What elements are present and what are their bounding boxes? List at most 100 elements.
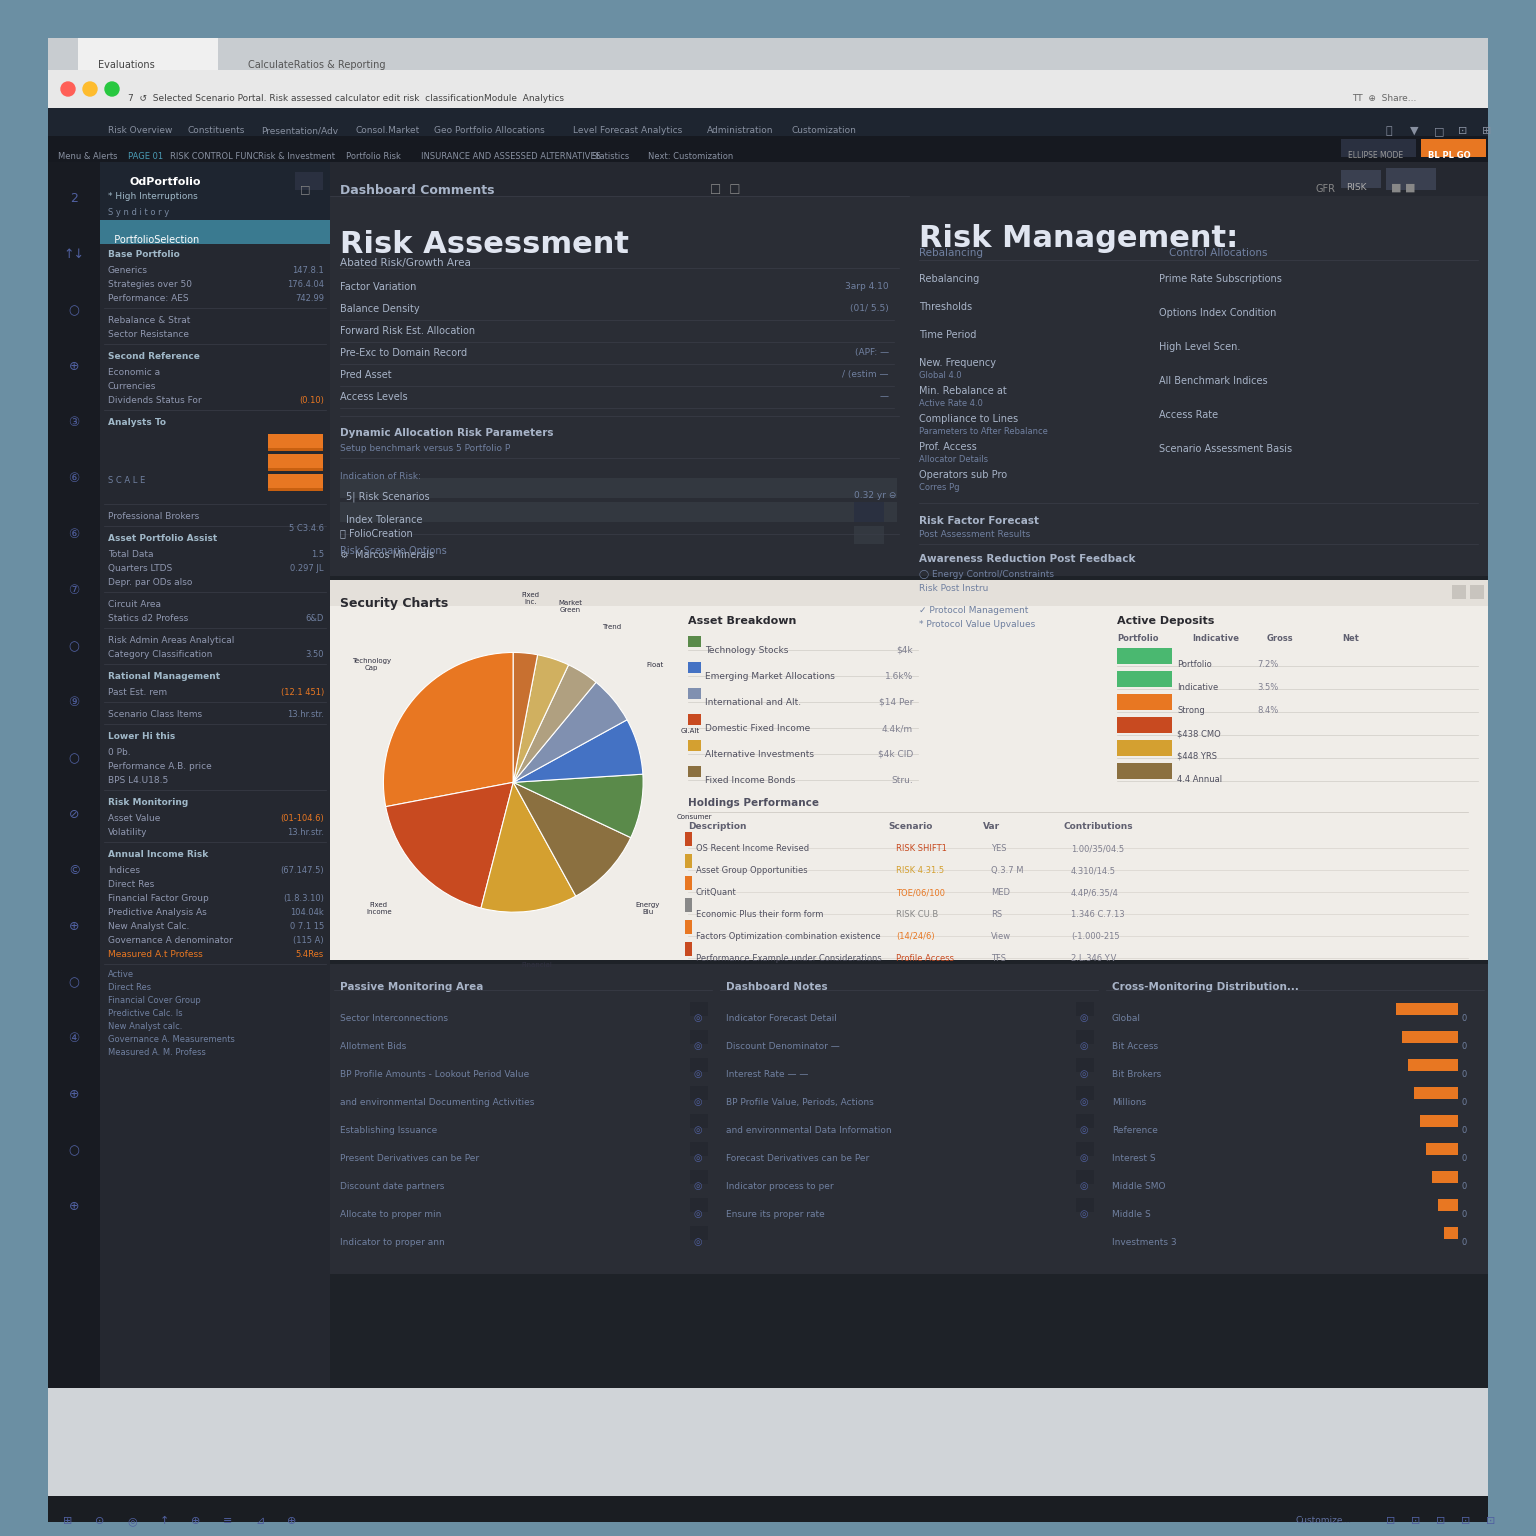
Text: 0.32 yr ⊖: 0.32 yr ⊖ bbox=[854, 492, 897, 501]
Bar bbox=[1077, 1114, 1094, 1127]
Text: 1.6k%: 1.6k% bbox=[885, 673, 912, 680]
Text: □: □ bbox=[300, 184, 310, 194]
Text: Measured A.t Profess: Measured A.t Profess bbox=[108, 949, 203, 958]
Text: and environmental Documenting Activities: and environmental Documenting Activities bbox=[339, 1098, 535, 1107]
Text: ↑↓: ↑↓ bbox=[63, 247, 84, 261]
Wedge shape bbox=[513, 653, 538, 782]
Text: Customization: Customization bbox=[791, 126, 856, 135]
Text: ✓ Protocol Management: ✓ Protocol Management bbox=[919, 607, 1029, 614]
Text: PAGE 01: PAGE 01 bbox=[127, 152, 163, 161]
Text: (12.1 451): (12.1 451) bbox=[281, 688, 324, 697]
Text: Risk Management:: Risk Management: bbox=[919, 224, 1238, 253]
Text: (-1.000-215: (-1.000-215 bbox=[1071, 932, 1120, 942]
Text: Statistics: Statistics bbox=[591, 152, 630, 161]
Text: ③: ③ bbox=[69, 416, 80, 429]
Bar bbox=[1415, 1087, 1458, 1098]
Wedge shape bbox=[386, 782, 513, 908]
Text: ◎: ◎ bbox=[694, 1209, 702, 1220]
Text: Allotment Bids: Allotment Bids bbox=[339, 1041, 406, 1051]
Text: 2.L.346 Y.V: 2.L.346 Y.V bbox=[1071, 954, 1117, 963]
Bar bbox=[690, 1226, 708, 1240]
Text: 5| Risk Scenarios: 5| Risk Scenarios bbox=[346, 492, 430, 501]
Bar bbox=[267, 449, 323, 452]
Bar bbox=[1419, 1115, 1458, 1127]
Text: 4.310/14.5: 4.310/14.5 bbox=[1071, 866, 1117, 876]
Text: 0: 0 bbox=[1462, 1154, 1467, 1163]
Text: ◎: ◎ bbox=[694, 1014, 702, 1023]
Text: 5.4Res: 5.4Res bbox=[296, 949, 324, 958]
Text: Alternative Investments: Alternative Investments bbox=[705, 750, 814, 759]
Text: 4.4P/6.35/4: 4.4P/6.35/4 bbox=[1071, 888, 1118, 897]
Bar bbox=[690, 1001, 708, 1015]
Text: Active: Active bbox=[108, 971, 134, 978]
Text: Performance: AES: Performance: AES bbox=[108, 293, 189, 303]
Text: RS: RS bbox=[991, 909, 1001, 919]
Text: Past Est. rem: Past Est. rem bbox=[108, 688, 167, 697]
Text: OdPortfolio: OdPortfolio bbox=[131, 177, 201, 187]
Text: Direct Res: Direct Res bbox=[108, 983, 151, 992]
Text: Millions: Millions bbox=[1112, 1098, 1146, 1107]
Text: International and Alt.: International and Alt. bbox=[705, 697, 802, 707]
Bar bbox=[1117, 648, 1172, 664]
Text: Indicator Forecast Detail: Indicator Forecast Detail bbox=[727, 1014, 837, 1023]
Text: Economic a: Economic a bbox=[108, 369, 160, 376]
Bar bbox=[330, 581, 1488, 960]
Text: ⊡: ⊡ bbox=[1461, 1516, 1470, 1525]
Text: Performance Example under Considerations: Performance Example under Considerations bbox=[696, 954, 882, 963]
Text: Setup benchmark versus 5 Portfolio P: Setup benchmark versus 5 Portfolio P bbox=[339, 444, 510, 453]
Bar bbox=[1117, 694, 1172, 710]
Text: ④: ④ bbox=[69, 1032, 80, 1044]
Text: OS Recent Income Revised: OS Recent Income Revised bbox=[696, 843, 809, 852]
Text: MED: MED bbox=[991, 888, 1011, 897]
Text: Global 4.0: Global 4.0 bbox=[919, 372, 962, 379]
Bar bbox=[690, 1198, 708, 1212]
Text: TFS: TFS bbox=[991, 954, 1006, 963]
Bar bbox=[267, 455, 323, 470]
Bar bbox=[1409, 1058, 1458, 1071]
Text: 5 C3.4.6: 5 C3.4.6 bbox=[289, 524, 324, 533]
Text: * High Interruptions: * High Interruptions bbox=[108, 192, 198, 201]
Circle shape bbox=[104, 81, 118, 95]
Bar bbox=[1077, 1031, 1094, 1044]
Text: 0: 0 bbox=[1462, 1183, 1467, 1190]
Text: ⊡: ⊡ bbox=[1458, 126, 1467, 137]
Text: Predictive Analysis As: Predictive Analysis As bbox=[108, 908, 207, 917]
Text: 0 Pb.: 0 Pb. bbox=[108, 748, 131, 757]
Text: CritQuant: CritQuant bbox=[696, 888, 737, 897]
Text: ⚙  Marcos Minerals: ⚙ Marcos Minerals bbox=[339, 550, 435, 561]
Text: Menu & Alerts: Menu & Alerts bbox=[58, 152, 117, 161]
Text: TT  ⊕  Share...: TT ⊕ Share... bbox=[1352, 94, 1416, 103]
Bar bbox=[1077, 1001, 1094, 1015]
Text: $438 CMO: $438 CMO bbox=[1177, 730, 1221, 737]
Wedge shape bbox=[513, 774, 644, 837]
Bar bbox=[854, 502, 885, 522]
Bar bbox=[267, 435, 323, 450]
Wedge shape bbox=[513, 782, 631, 895]
Text: New Analyst calc.: New Analyst calc. bbox=[108, 1021, 183, 1031]
Bar bbox=[690, 1031, 708, 1044]
Bar bbox=[1117, 671, 1172, 687]
Text: Scenario Assessment Basis: Scenario Assessment Basis bbox=[1160, 444, 1292, 455]
Text: 13.hr.str.: 13.hr.str. bbox=[287, 710, 324, 719]
Text: 176.4.04: 176.4.04 bbox=[287, 280, 324, 289]
Text: $4k: $4k bbox=[897, 647, 912, 654]
Text: Indices: Indices bbox=[108, 866, 140, 876]
Text: ⊕: ⊕ bbox=[287, 1516, 296, 1525]
Bar bbox=[1396, 1003, 1458, 1015]
Text: Post Assessment Results: Post Assessment Results bbox=[919, 530, 1031, 539]
Text: Index Tolerance: Index Tolerance bbox=[346, 515, 422, 525]
Text: Risk Scenario Options: Risk Scenario Options bbox=[339, 545, 447, 556]
Text: Portfolio: Portfolio bbox=[1177, 660, 1212, 670]
Text: $4k CID: $4k CID bbox=[877, 750, 912, 759]
Text: ◯ Energy Control/Constraints: ◯ Energy Control/Constraints bbox=[919, 570, 1054, 579]
Text: BP Profile Amounts - Lookout Period Value: BP Profile Amounts - Lookout Period Valu… bbox=[339, 1071, 530, 1078]
Text: Predictive Calc. Is: Predictive Calc. Is bbox=[108, 1009, 183, 1018]
Text: (01/ 5.5): (01/ 5.5) bbox=[851, 304, 889, 313]
Bar bbox=[330, 161, 1488, 197]
Bar bbox=[690, 1170, 708, 1184]
Text: —: — bbox=[880, 392, 889, 401]
Bar bbox=[48, 161, 1488, 1389]
Text: ◎: ◎ bbox=[1080, 1181, 1087, 1190]
Text: Allocate to proper min: Allocate to proper min bbox=[339, 1210, 441, 1220]
Text: 4.4 Annual: 4.4 Annual bbox=[1177, 776, 1223, 783]
